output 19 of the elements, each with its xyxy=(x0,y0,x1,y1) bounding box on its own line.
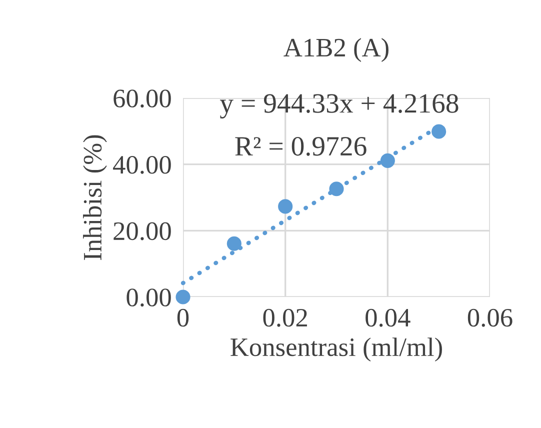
point xyxy=(176,290,190,304)
point xyxy=(226,236,242,251)
point xyxy=(432,124,446,139)
annotation: R² = 0.9726 xyxy=(235,136,366,156)
y-tick-label: 0.00 xyxy=(126,288,171,307)
point xyxy=(380,153,395,168)
x-tick-label: 0.04 xyxy=(366,308,410,327)
annotation: y = 944.33x + 4.2168 xyxy=(220,94,458,119)
point xyxy=(278,199,293,214)
x-axis-title: Konsentrasi (ml/ml) xyxy=(230,338,442,362)
chart-title: A1B2 (A) xyxy=(284,38,388,62)
y-tick-label: 20.00 xyxy=(114,222,171,240)
x-tick-label: 0.02 xyxy=(263,308,307,327)
point xyxy=(329,182,344,196)
y-tick-label: 60.00 xyxy=(114,90,171,108)
y-tick-label: 40.00 xyxy=(113,156,171,174)
x-tick-label: 0 xyxy=(177,308,189,327)
y-axis-title: Inhibisi (%) xyxy=(83,135,107,260)
x-tick-label: 0.06 xyxy=(468,308,512,327)
